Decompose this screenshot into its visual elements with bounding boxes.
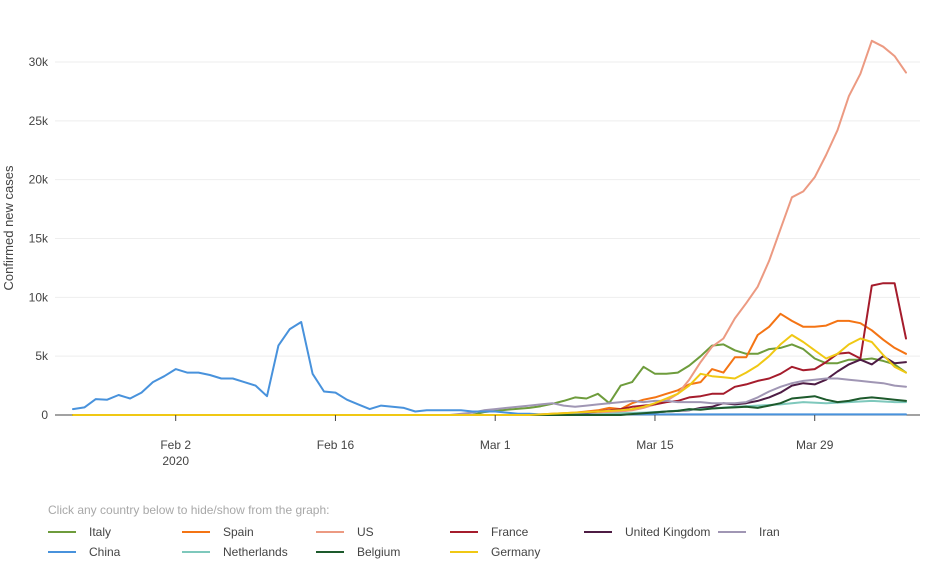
series-line-belgium: [72, 395, 907, 416]
legend-swatch: [584, 531, 612, 533]
y-tick-label: 10k: [29, 290, 49, 304]
y-tick-label: 25k: [29, 114, 49, 128]
legend-label: Spain: [223, 525, 254, 539]
line-chart: Feb 2 2020 Feb 16 Mar 1 Mar 15 Mar 29 0 5k 10k 1…: [1, 39, 920, 468]
legend-swatch: [182, 531, 210, 533]
y-tick-label: 5k: [35, 349, 49, 363]
y-axis-label: Confirmed new cases: [1, 165, 16, 290]
x-tick-label: Mar 1: [480, 438, 511, 452]
y-tick-label: 15k: [29, 232, 49, 246]
legend-label: China: [89, 545, 121, 559]
legend-label: Germany: [491, 545, 541, 559]
series-line-china: [72, 321, 907, 416]
legend-label: Belgium: [357, 545, 401, 559]
series-line-germany: [72, 334, 907, 416]
legend-swatch: [316, 551, 344, 553]
legend-label: Netherlands: [223, 545, 288, 559]
series-line-us: [72, 39, 907, 416]
legend-swatch: [316, 531, 344, 533]
legend-swatch: [450, 551, 478, 553]
legend: Click any country below to hide/show fro…: [48, 503, 928, 560]
y-tick-label: 30k: [29, 55, 49, 69]
legend-item-germany[interactable]: Germany: [450, 544, 584, 560]
legend-item-united-kingdom[interactable]: United Kingdom: [584, 524, 718, 540]
x-tick-label: Feb 16: [317, 438, 355, 452]
x-tick-label: Feb 2: [160, 438, 191, 452]
legend-swatch: [48, 551, 76, 553]
legend-item-france[interactable]: France: [450, 524, 584, 540]
legend-label: United Kingdom: [625, 525, 711, 539]
x-axis: Feb 2 2020 Feb 16 Mar 1 Mar 15 Mar 29: [160, 415, 834, 468]
legend-hint: Click any country below to hide/show fro…: [48, 503, 330, 517]
x-tick-label: Mar 29: [796, 438, 834, 452]
legend-swatch: [48, 531, 76, 533]
legend-label: Italy: [89, 525, 112, 539]
legend-item-china[interactable]: China: [48, 544, 182, 560]
legend-items: Italy Spain US France United Kingdom Iran Chin…: [48, 524, 928, 560]
legend-label: US: [357, 525, 374, 539]
y-axis: 0 5k 10k 15k 20k 25k 30k: [29, 55, 49, 422]
legend-label: Iran: [759, 525, 780, 539]
x-tick-sublabel: 2020: [162, 454, 189, 468]
y-tick-label: 20k: [29, 173, 49, 187]
legend-item-netherlands[interactable]: Netherlands: [182, 544, 316, 560]
x-tick-label: Mar 15: [636, 438, 674, 452]
legend-swatch: [718, 531, 746, 533]
legend-swatch: [182, 551, 210, 553]
series-line-spain: [72, 312, 907, 416]
legend-item-italy[interactable]: Italy: [48, 524, 182, 540]
legend-item-iran[interactable]: Iran: [718, 524, 852, 540]
legend-item-spain[interactable]: Spain: [182, 524, 316, 540]
series-line-iran: [72, 377, 907, 416]
legend-swatch: [450, 531, 478, 533]
gridlines: [55, 61, 920, 416]
series-lines: [72, 39, 907, 416]
y-tick-label: 0: [41, 408, 48, 422]
legend-item-belgium[interactable]: Belgium: [316, 544, 450, 560]
legend-item-us[interactable]: US: [316, 524, 450, 540]
series-line-france: [72, 282, 907, 416]
legend-label: France: [491, 525, 529, 539]
